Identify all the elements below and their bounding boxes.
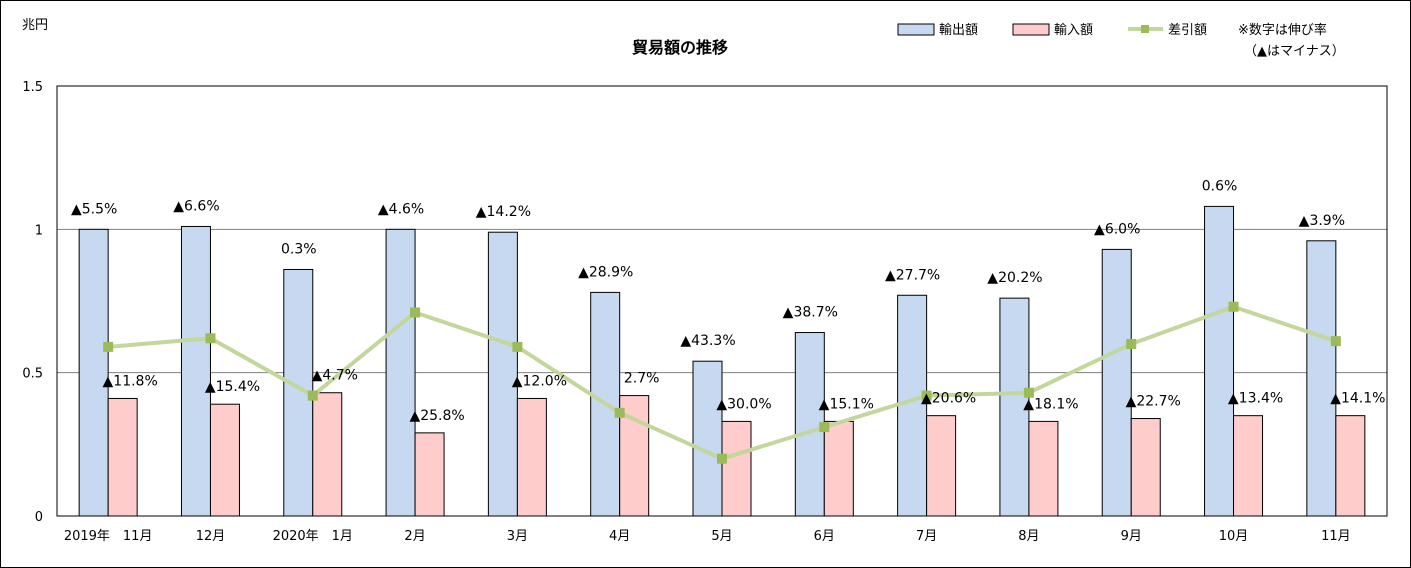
chart-title: 貿易額の推移 (632, 38, 728, 57)
export-bar (1306, 240, 1337, 517)
x-axis-ticks: 2019年 11月 12月 2020年 1月 2月 3月 4月 5月 6月 7月 8月 9月 10月 1… (64, 529, 1351, 544)
legend-swatch-imports (1012, 23, 1050, 36)
export-growth-label: ▲14.2% (476, 204, 531, 220)
balance-point (717, 453, 727, 464)
import-growth-label: ▲22.7% (1126, 394, 1181, 410)
y-tick-label: 1 (35, 223, 43, 238)
import-bar (1028, 420, 1059, 517)
import-bar (1335, 415, 1366, 517)
export-growth-label: ▲43.3% (680, 333, 735, 349)
legend: 輸出額 輸入額 差引額 ※数字は伸び率 （▲はマイナス） (897, 22, 1345, 59)
import-growth-label: ▲15.4% (205, 379, 260, 395)
import-bar (721, 420, 752, 517)
export-growth-label: ▲20.2% (987, 270, 1042, 286)
import-bar (312, 392, 343, 517)
import-growth-label: ▲20.6% (921, 391, 976, 407)
plot-area-border (56, 85, 1388, 517)
import-growth-label: ▲30.0% (716, 396, 771, 412)
export-growth-label: ▲5.5% (71, 201, 117, 217)
balance-line (103, 301, 1341, 464)
balance-point (410, 307, 421, 318)
import-growth-label: ▲13.4% (1228, 391, 1283, 407)
import-bar (209, 403, 240, 517)
import-growth-label: ▲18.1% (1023, 396, 1078, 412)
import-growth-label: ▲11.8% (103, 373, 158, 389)
import-growth-label: ▲15.1% (819, 396, 874, 412)
import-growth-label: ▲14.1% (1330, 391, 1385, 407)
export-growth-label: ▲3.9% (1299, 213, 1345, 229)
legend-swatch-exports (897, 23, 935, 36)
import-growth-label: 2.7% (624, 371, 660, 387)
y-axis-unit-label: 兆円 (22, 18, 48, 33)
import-bar (926, 415, 957, 517)
y-tick-label: 0 (35, 510, 43, 525)
balance-point (819, 422, 830, 433)
x-tick-label: 2019年 11月 (64, 529, 153, 544)
import-bar (823, 420, 854, 517)
x-tick-label: 12月 (196, 529, 226, 544)
balance-point (205, 333, 216, 344)
balance-point (614, 407, 625, 418)
x-tick-label: 2月 (404, 529, 425, 544)
import-growth-label: ▲25.8% (409, 408, 464, 424)
legend-marker-balance (1141, 25, 1149, 33)
balance-point (1023, 387, 1034, 398)
x-tick-label: 2020年 1月 (273, 529, 353, 544)
export-bar (78, 228, 109, 517)
x-tick-label: 3月 (507, 529, 528, 544)
export-bar (1101, 248, 1132, 517)
bars (78, 205, 1366, 517)
balance-point (512, 341, 523, 352)
y-tick-label: 0.5 (22, 367, 43, 382)
data-labels: ▲5.5% ▲11.8% ▲6.6% ▲15.4% 0.3% ▲4.7% ▲4.6% ▲25.… (71, 178, 1385, 423)
export-bar (385, 228, 416, 517)
export-growth-label: ▲38.7% (783, 305, 838, 321)
import-bar (414, 432, 445, 517)
grid-lines (57, 228, 1387, 374)
note-minus-symbol: （▲はマイナス） (1244, 44, 1345, 59)
export-growth-label: ▲27.7% (885, 267, 940, 283)
x-tick-label: 5月 (711, 529, 732, 544)
x-tick-label: 9月 (1121, 529, 1142, 544)
export-bar (1204, 205, 1235, 517)
balance-point (307, 390, 318, 401)
balance-point (103, 341, 114, 352)
import-growth-label: ▲4.7% (312, 368, 358, 384)
import-bar (1130, 418, 1161, 517)
x-tick-label: 6月 (814, 529, 835, 544)
balance-point (921, 390, 932, 401)
export-growth-label: 0.3% (281, 241, 317, 257)
x-tick-label: 7月 (916, 529, 937, 544)
x-tick-label: 4月 (609, 529, 630, 544)
legend-label-exports: 輸出額 (939, 23, 978, 38)
import-bar (1233, 415, 1264, 517)
y-axis-ticks: 0 0.5 1 1.5 (22, 80, 43, 525)
import-bar (516, 397, 547, 517)
import-bar (107, 397, 138, 517)
export-growth-label: ▲4.6% (378, 201, 424, 217)
export-bar (999, 297, 1030, 517)
x-tick-label: 8月 (1018, 529, 1039, 544)
import-growth-label: ▲12.0% (512, 373, 567, 389)
x-tick-label: 10月 (1219, 529, 1249, 544)
legend-label-imports: 輸入額 (1054, 23, 1093, 38)
legend-label-balance: 差引額 (1168, 23, 1207, 38)
y-tick-label: 1.5 (22, 80, 43, 95)
export-growth-label: ▲28.9% (578, 264, 633, 280)
export-bar (180, 225, 211, 517)
export-bar (692, 360, 723, 517)
note-growth-rate: ※数字は伸び率 (1238, 22, 1327, 38)
export-growth-label: 0.6% (1202, 178, 1238, 194)
balance-point (1228, 301, 1239, 312)
balance-point (1330, 336, 1341, 347)
export-growth-label: ▲6.0% (1094, 221, 1140, 237)
balance-point (1126, 339, 1137, 349)
x-tick-label: 11月 (1321, 529, 1351, 544)
export-growth-label: ▲6.6% (173, 198, 219, 214)
